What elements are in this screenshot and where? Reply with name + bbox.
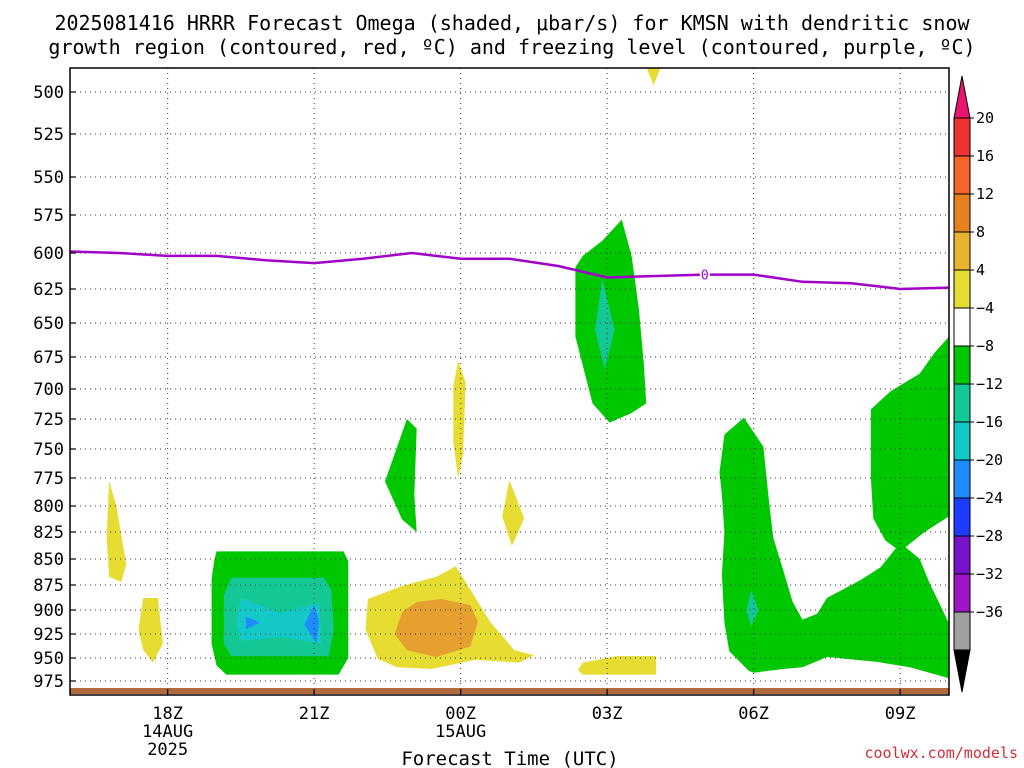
colorbar-seg-8 xyxy=(953,421,971,461)
y-tick-label-850: 850 xyxy=(33,550,64,570)
colorbar-label-8: −16 xyxy=(976,413,1003,431)
omega-region-7 xyxy=(394,599,478,657)
x-tick-year-18Z: 2025 xyxy=(147,740,188,760)
x-tick-label-21Z: 21Z xyxy=(299,704,330,724)
y-tick-label-800: 800 xyxy=(33,497,64,517)
y-tick-label-975: 975 xyxy=(33,672,64,692)
omega-region-0 xyxy=(646,68,661,86)
x-axis-label: Forecast Time (UTC) xyxy=(401,748,618,768)
y-tick-label-600: 600 xyxy=(33,244,64,264)
ground-strip xyxy=(70,688,949,694)
colorbar: 20 16 12 8 4 −4 −8 −12 −16 −20 −24 −28 −32 −36 xyxy=(953,75,1003,693)
colorbar-label-4: 4 xyxy=(976,261,985,279)
y-tick-label-875: 875 xyxy=(33,576,64,596)
y-tick-label-500: 500 xyxy=(33,83,64,103)
freezing-label-bg xyxy=(699,267,710,282)
omega-region-15 xyxy=(595,278,615,370)
colorbar-seg-2 xyxy=(953,193,971,233)
colorbar-seg-11 xyxy=(953,535,971,575)
omega-region-10 xyxy=(236,598,322,644)
colorbar-label-6: −8 xyxy=(976,337,994,355)
colorbar-label-2: 12 xyxy=(976,185,994,203)
omega-region-13 xyxy=(385,419,417,532)
colorbar-label-0: 20 xyxy=(976,109,994,127)
colorbar-label-3: 8 xyxy=(976,223,985,241)
y-tick-label-725: 725 xyxy=(33,410,64,430)
y-tick-label-775: 775 xyxy=(33,469,64,489)
colorbar-seg-12 xyxy=(953,573,971,613)
y-axis-ticks: 500 525 550 575 600 625 650 675 700 725 750 775 800 8… xyxy=(33,83,76,692)
colorbar-seg-4 xyxy=(953,269,971,309)
colorbar-label-11: −28 xyxy=(976,527,1003,545)
colorbar-label-7: −12 xyxy=(976,375,1003,393)
y-tick-label-550: 550 xyxy=(33,168,64,188)
y-tick-label-950: 950 xyxy=(33,649,64,669)
chart-title-line2: growth region (contoured, red, ºC) and f… xyxy=(48,35,975,59)
y-tick-label-825: 825 xyxy=(33,523,64,543)
shaded-regions xyxy=(106,68,949,679)
colorbar-seg-10 xyxy=(953,497,971,537)
colorbar-seg-5 xyxy=(953,307,971,347)
colorbar-seg-7 xyxy=(953,383,971,423)
x-tick-label-03Z: 03Z xyxy=(592,704,623,724)
x-tick-label-00Z: 00Z xyxy=(445,704,476,724)
y-tick-label-575: 575 xyxy=(33,206,64,226)
plot-background xyxy=(70,68,949,695)
colorbar-label-5: −4 xyxy=(976,299,994,317)
y-tick-label-900: 900 xyxy=(33,601,64,621)
credit-text: coolwx.com/models xyxy=(864,744,1018,762)
omega-region-2 xyxy=(453,360,466,478)
colorbar-label-13: −36 xyxy=(976,603,1003,621)
colorbar-top-arrow xyxy=(953,75,971,119)
colorbar-seg-1 xyxy=(953,155,971,195)
chart-title-line1: 2025081416 HRRR Forecast Omega (shaded, … xyxy=(54,11,970,35)
omega-region-18 xyxy=(870,336,949,552)
colorbar-seg-13 xyxy=(953,611,971,651)
x-tick-label-06Z: 06Z xyxy=(738,704,769,724)
colorbar-seg-3 xyxy=(953,231,971,271)
y-tick-label-675: 675 xyxy=(33,348,64,368)
colorbar-label-9: −20 xyxy=(976,451,1003,469)
omega-region-16 xyxy=(719,417,949,679)
omega-region-11 xyxy=(245,616,261,630)
colorbar-seg-9 xyxy=(953,459,971,499)
freezing-level-line xyxy=(70,250,949,291)
omega-region-3 xyxy=(502,480,525,546)
colorbar-label-10: −24 xyxy=(976,489,1003,507)
x-tick-date-18Z: 14AUG xyxy=(142,722,193,742)
y-tick-label-925: 925 xyxy=(33,625,64,645)
omega-region-17 xyxy=(746,590,759,627)
colorbar-label-12: −32 xyxy=(976,565,1003,583)
colorbar-bottom-arrow xyxy=(953,649,971,693)
x-tick-label-09Z: 09Z xyxy=(885,704,916,724)
omega-region-4 xyxy=(138,598,163,663)
freezing-level-contour: 0 xyxy=(70,250,949,291)
colorbar-label-1: 16 xyxy=(976,147,994,165)
freezing-level-label: 0 xyxy=(701,269,709,284)
y-tick-label-750: 750 xyxy=(33,440,64,460)
y-tick-label-650: 650 xyxy=(33,314,64,334)
y-tick-label-625: 625 xyxy=(33,280,64,300)
omega-region-1 xyxy=(106,481,127,582)
y-tick-label-700: 700 xyxy=(33,380,64,400)
x-tick-label-18Z: 18Z xyxy=(152,704,183,724)
x-tick-date-00Z: 15AUG xyxy=(435,722,486,742)
plot-frame xyxy=(69,67,950,696)
y-tick-label-525: 525 xyxy=(33,125,64,145)
colorbar-seg-6 xyxy=(953,345,971,385)
colorbar-seg-0 xyxy=(953,117,971,157)
omega-region-6 xyxy=(577,656,656,675)
